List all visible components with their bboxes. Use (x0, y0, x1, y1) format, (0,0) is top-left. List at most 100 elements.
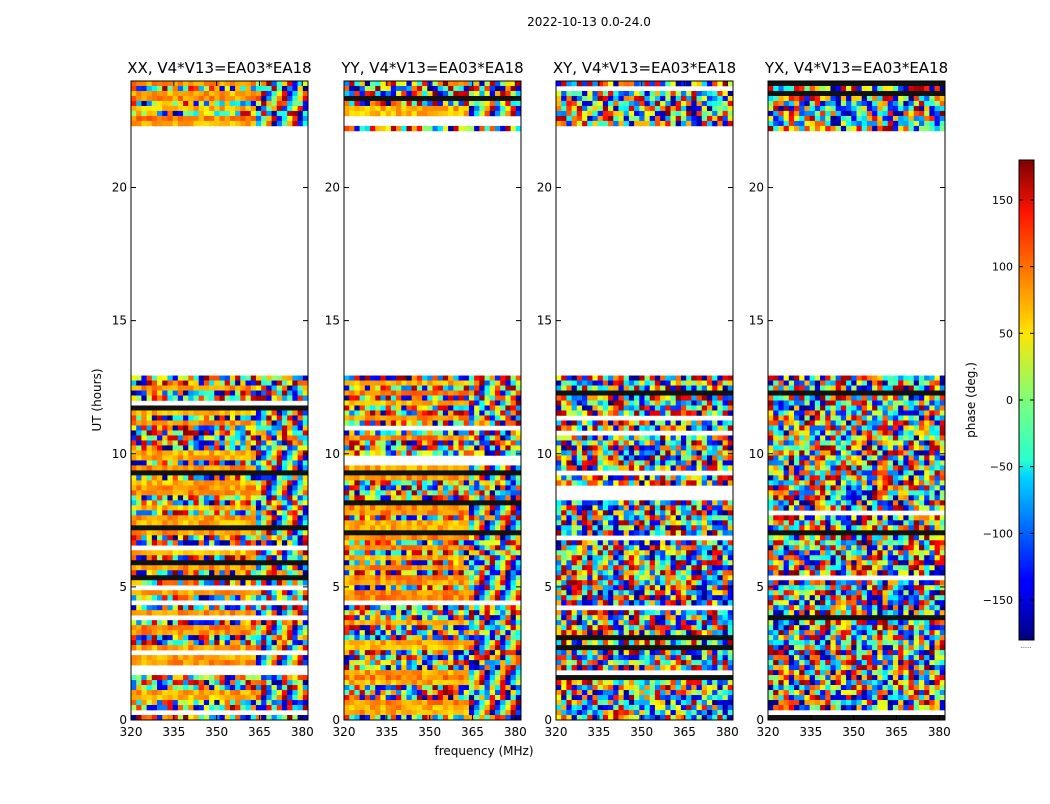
heatmap-cell (230, 480, 236, 485)
heatmap-cell (162, 381, 168, 386)
heatmap-cell (464, 605, 470, 610)
heatmap-cell (438, 555, 444, 560)
heatmap-cell (728, 121, 734, 126)
heatmap-cell (391, 510, 397, 515)
heatmap-cell (500, 665, 506, 670)
heatmap-cell (173, 535, 179, 540)
heatmap-cell (220, 635, 226, 640)
heatmap-cell (277, 655, 283, 660)
heatmap-cell (173, 590, 179, 595)
heatmap-cell (167, 410, 173, 415)
heatmap-cell (505, 550, 511, 555)
heatmap-cell (391, 435, 397, 440)
heatmap-cell (173, 530, 179, 535)
heatmap-cell (188, 450, 194, 455)
heatmap-cell (469, 81, 475, 86)
heatmap-cell (587, 111, 593, 116)
heatmap-cell (469, 675, 475, 680)
heatmap-cell (474, 410, 480, 415)
heatmap-cell (417, 630, 423, 635)
heatmap-cell (246, 580, 252, 585)
heatmap-cell (183, 595, 189, 600)
heatmap-cell (639, 106, 645, 111)
heatmap-cell (167, 595, 173, 600)
heatmap-cell (490, 106, 496, 111)
heatmap-cell (459, 440, 465, 445)
heatmap-cell (344, 475, 350, 480)
heatmap-cell (433, 101, 439, 106)
heatmap-cell (396, 560, 402, 565)
heatmap-cell (448, 525, 454, 530)
heatmap-cell (448, 645, 454, 650)
heatmap-cell (391, 645, 397, 650)
heatmap-cell (251, 435, 257, 440)
heatmap-cell (251, 685, 257, 690)
heatmap-cell (370, 495, 376, 500)
heatmap-cell (365, 535, 371, 540)
heatmap-cell (277, 620, 283, 625)
heatmap-cell (230, 570, 236, 575)
heatmap-cell (251, 455, 257, 460)
heatmap-cell (495, 535, 501, 540)
heatmap-cell (417, 590, 423, 595)
heatmap-cell (375, 490, 381, 495)
heatmap-cell (261, 700, 267, 705)
heatmap-cell (303, 376, 309, 381)
heatmap-cell (707, 121, 713, 126)
heatmap-cell (193, 381, 199, 386)
heatmap-cell (511, 550, 517, 555)
heatmap-cell (490, 381, 496, 386)
heatmap-cell (448, 605, 454, 610)
heatmap-cell (655, 386, 661, 391)
heatmap-cell (188, 505, 194, 510)
heatmap-cell (417, 480, 423, 485)
heatmap-cell (490, 630, 496, 635)
heatmap-cell (464, 391, 470, 396)
heatmap-cell (287, 495, 293, 500)
heatmap-cell (204, 415, 210, 420)
heatmap-cell (665, 101, 671, 106)
heatmap-cell (412, 595, 418, 600)
heatmap-cell (178, 415, 184, 420)
heatmap-cell (469, 660, 475, 665)
heatmap-cell (391, 480, 397, 485)
heatmap-cell (624, 376, 630, 381)
heatmap-cell (251, 630, 257, 635)
heatmap-cell (365, 560, 371, 565)
heatmap-cell (370, 520, 376, 525)
heatmap-cell (681, 81, 687, 86)
heatmap-cell (360, 126, 366, 131)
heatmap-cell (671, 106, 677, 111)
heatmap-cell (728, 111, 734, 116)
heatmap-cell (505, 675, 511, 680)
heatmap-cell (370, 410, 376, 415)
heatmap-cell (131, 106, 137, 111)
heatmap-cell (287, 515, 293, 520)
heatmap-cell (412, 450, 418, 455)
heatmap-cell (474, 376, 480, 381)
heatmap-cell (261, 495, 267, 500)
heatmap-cell (469, 605, 475, 610)
heatmap-cell (417, 386, 423, 391)
heatmap-cell (587, 386, 593, 391)
heatmap-cell (272, 590, 278, 595)
heatmap-cell (162, 111, 168, 116)
heatmap-cell (344, 520, 350, 525)
heatmap-cell (251, 480, 257, 485)
heatmap-cell (183, 690, 189, 695)
heatmap-cell (354, 126, 360, 131)
heatmap-cell (193, 680, 199, 685)
heatmap-cell (209, 580, 215, 585)
heatmap-cell (396, 550, 402, 555)
heatmap-cell (490, 376, 496, 381)
heatmap-cell (157, 590, 163, 595)
heatmap-cell (412, 81, 418, 86)
heatmap-cell (459, 101, 465, 106)
heatmap-cell (193, 490, 199, 495)
heatmap-cell (272, 376, 278, 381)
heatmap-cell (469, 695, 475, 700)
heatmap-cell (235, 415, 241, 420)
heatmap-cell (230, 530, 236, 535)
heatmap-cell (485, 630, 491, 635)
heatmap-cell (152, 625, 158, 630)
